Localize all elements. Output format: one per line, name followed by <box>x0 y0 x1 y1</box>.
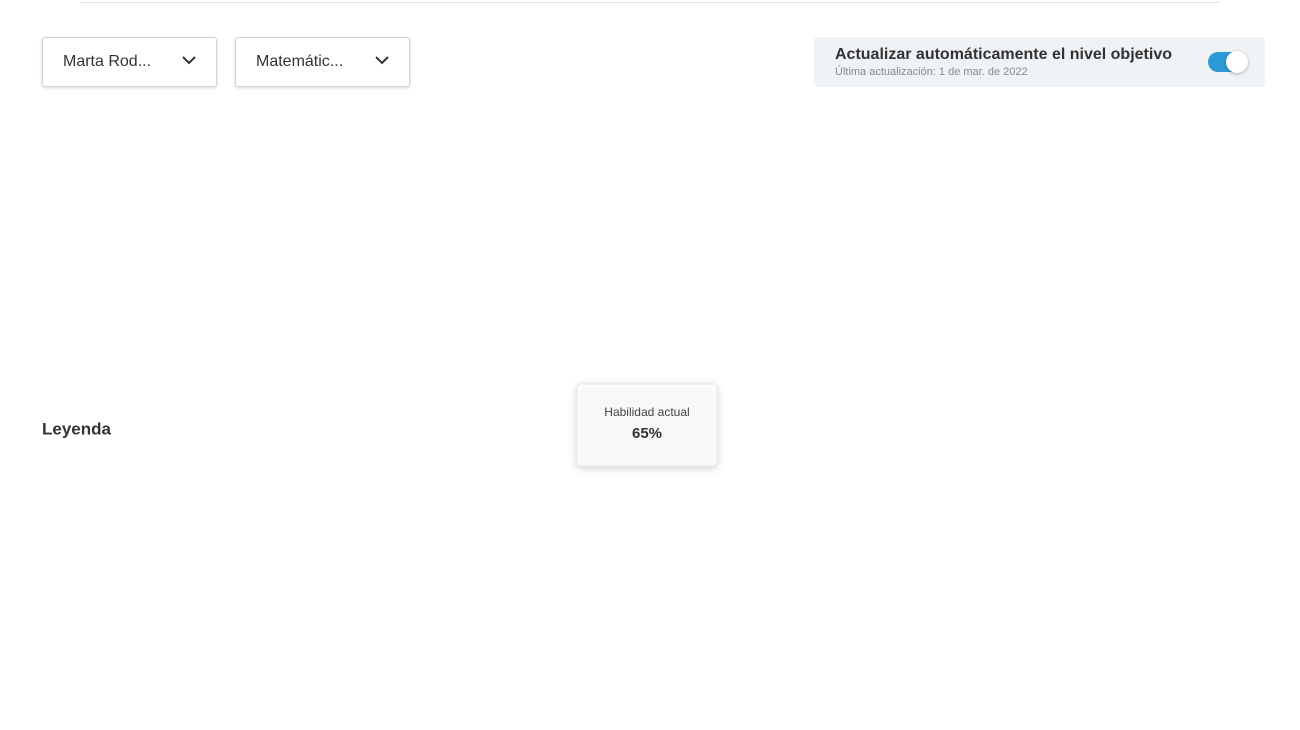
dropdown-text: Matemátic... <box>256 53 344 70</box>
student-dropdown[interactable]: Marta Rod... <box>42 37 217 87</box>
subject-dropdown[interactable]: Matemátic... <box>235 37 410 87</box>
tooltip-box <box>576 383 718 467</box>
dropdown-text: Marta Rod... <box>63 53 152 70</box>
toggle-knob <box>1226 51 1248 73</box>
auto-update-panel: Actualizar automáticamente el nivel obje… <box>814 37 1265 87</box>
legend-title: Leyenda <box>42 419 112 438</box>
top-rule <box>80 2 1220 3</box>
tooltip-title: Habilidad actual <box>604 405 689 419</box>
toggle-switch[interactable] <box>1208 51 1248 73</box>
toggle-subtitle: Última actualización: 1 de mar. de 2022 <box>835 66 1028 78</box>
chevron <box>375 56 389 65</box>
toggle-title: Actualizar automáticamente el nivel obje… <box>835 46 1172 63</box>
tooltip-value: 65% <box>632 425 662 442</box>
chevron <box>182 56 196 65</box>
